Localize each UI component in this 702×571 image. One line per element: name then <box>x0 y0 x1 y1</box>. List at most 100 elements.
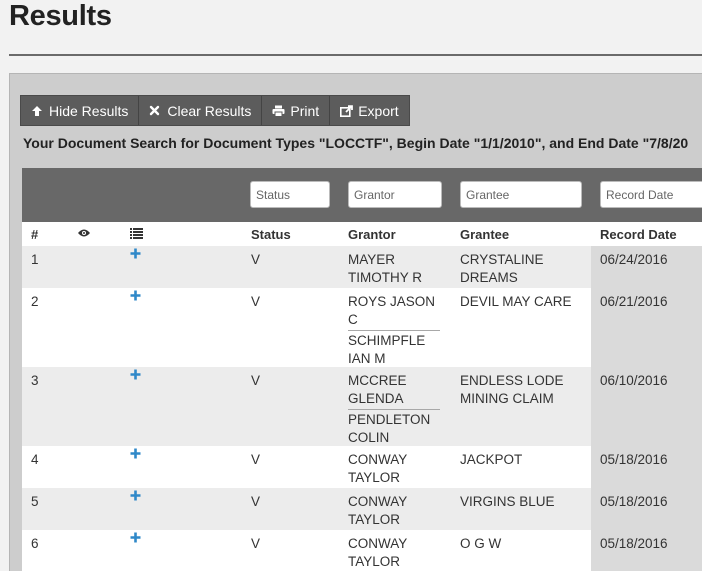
grantee-filter-input[interactable] <box>460 181 582 208</box>
grantor-entry: ROYS JASON C <box>348 293 440 329</box>
grantor-cell: MAYER TIMOTHY R <box>348 251 440 287</box>
record-date-cell-bg <box>591 488 702 530</box>
record-date-cell: 05/18/2016 <box>600 536 668 551</box>
grantor-cell: MCCREE GLENDA PENDLETON COLIN <box>348 372 440 447</box>
table-row[interactable]: 4 V CONWAY TAYLOR JACKPOT 05/18/2016 <box>22 446 702 488</box>
close-icon <box>149 105 162 116</box>
grantee-cell: O G W <box>460 535 580 553</box>
grantor-line: MAYER <box>348 252 396 267</box>
grantee-line: DREAMS <box>460 270 518 285</box>
grantee-cell: CRYSTALINE DREAMS <box>460 251 580 287</box>
grantor-line: SCHIMPFLE <box>348 333 426 348</box>
grantor-entry: CONWAY TAYLOR <box>348 451 440 487</box>
grantor-cell: CONWAY TAYLOR <box>348 451 440 487</box>
grantor-line: TAYLOR <box>348 512 401 527</box>
number-column-header: # <box>31 227 39 242</box>
record-date-cell-bg <box>591 446 702 488</box>
row-number: 6 <box>31 536 39 551</box>
grantor-line: C <box>348 312 358 327</box>
grantor-line: CONWAY <box>348 536 408 551</box>
table-row[interactable]: 2 V ROYS JASON C SCHIMPFLE IAN M D <box>22 288 702 367</box>
grantor-line: CONWAY <box>348 494 408 509</box>
grantee-line: ENDLESS LODE <box>460 373 564 388</box>
grantor-line: GLENDA <box>348 391 404 406</box>
hide-results-label: Hide Results <box>49 102 129 119</box>
title-divider <box>9 54 702 56</box>
export-button[interactable]: Export <box>330 96 409 125</box>
print-button[interactable]: Print <box>262 96 331 125</box>
grantor-line: PENDLETON <box>348 412 431 427</box>
eye-icon[interactable] <box>77 228 91 238</box>
grantee-cell: VIRGINS BLUE <box>460 493 580 511</box>
record-date-cell-bg <box>591 367 702 446</box>
row-number: 3 <box>31 373 39 388</box>
grantee-line: O G W <box>460 536 502 551</box>
record-date-cell: 06/24/2016 <box>600 252 668 267</box>
record-date-cell-bg <box>591 530 702 571</box>
status-cell: V <box>251 536 261 551</box>
row-number: 5 <box>31 494 39 509</box>
record-date-cell: 05/18/2016 <box>600 452 668 467</box>
record-date-cell-bg <box>591 246 702 288</box>
status-cell: V <box>251 494 261 509</box>
grantor-filter-input[interactable] <box>348 181 442 208</box>
results-panel: Hide Results Clear Results Print Export … <box>9 73 702 571</box>
clear-results-label: Clear Results <box>167 102 252 119</box>
plus-icon[interactable] <box>130 490 141 501</box>
record-date-column-header[interactable]: Record Date <box>600 227 677 242</box>
filter-bar <box>22 168 702 222</box>
results-rows: 1 V MAYER TIMOTHY R CRYSTALINE DREAMS 06… <box>22 246 702 571</box>
grantor-line: CONWAY <box>348 452 408 467</box>
grantee-cell: DEVIL MAY CARE <box>460 293 580 311</box>
hide-results-button[interactable]: Hide Results <box>21 96 140 125</box>
grantor-cell: CONWAY TAYLOR <box>348 493 440 529</box>
row-number: 4 <box>31 452 39 467</box>
export-icon <box>340 104 354 117</box>
status-column-header[interactable]: Status <box>251 227 291 242</box>
plus-icon[interactable] <box>130 248 141 259</box>
grantor-entry: CONWAY TAYLOR <box>348 493 440 529</box>
row-number: 2 <box>31 294 39 309</box>
page-title: Results <box>9 0 112 32</box>
grantee-line: MINING CLAIM <box>460 391 554 406</box>
print-label: Print <box>290 102 320 119</box>
grantee-cell: JACKPOT <box>460 451 580 469</box>
grantor-cell: CONWAY TAYLOR <box>348 535 440 571</box>
plus-icon[interactable] <box>130 532 141 543</box>
plus-icon[interactable] <box>130 369 141 380</box>
grantor-entry: MCCREE GLENDA <box>348 372 440 408</box>
record-date-filter-input[interactable] <box>600 181 702 208</box>
grantor-entry: PENDLETON COLIN <box>348 409 440 447</box>
grantor-line: ROYS JASON <box>348 294 436 309</box>
status-filter-input[interactable] <box>250 181 330 208</box>
grantee-line: JACKPOT <box>460 452 523 467</box>
table-row[interactable]: 5 V CONWAY TAYLOR VIRGINS BLUE 05/18/201… <box>22 488 702 530</box>
table-row[interactable]: 6 V CONWAY TAYLOR O G W 05/18/2016 <box>22 530 702 571</box>
grantee-line: CRYSTALINE <box>460 252 544 267</box>
grantor-line: TAYLOR <box>348 470 401 485</box>
table-row[interactable]: 3 V MCCREE GLENDA PENDLETON COLIN <box>22 367 702 446</box>
record-date-cell-bg <box>591 288 702 367</box>
grantee-line: DEVIL MAY CARE <box>460 294 572 309</box>
status-cell: V <box>251 373 261 388</box>
plus-icon[interactable] <box>130 290 141 301</box>
grantee-line: VIRGINS BLUE <box>460 494 555 509</box>
grantor-line: TAYLOR <box>348 554 401 569</box>
grantee-column-header[interactable]: Grantee <box>460 227 510 242</box>
table-header: # Status Grantor Grantee Record Date <box>22 222 702 247</box>
plus-icon[interactable] <box>130 448 141 459</box>
list-icon[interactable] <box>130 228 143 239</box>
record-date-cell: 06/10/2016 <box>600 373 668 388</box>
record-date-cell: 05/18/2016 <box>600 494 668 509</box>
grantee-cell: ENDLESS LODE MINING CLAIM <box>460 372 580 408</box>
grantor-entry: MAYER TIMOTHY R <box>348 251 440 287</box>
grantor-column-header[interactable]: Grantor <box>348 227 396 242</box>
record-date-cell: 06/21/2016 <box>600 294 668 309</box>
results-toolbar: Hide Results Clear Results Print Export <box>20 95 410 126</box>
status-cell: V <box>251 452 261 467</box>
table-row[interactable]: 1 V MAYER TIMOTHY R CRYSTALINE DREAMS 06… <box>22 246 702 288</box>
clear-results-button[interactable]: Clear Results <box>139 96 263 125</box>
export-label: Export <box>358 102 399 119</box>
grantor-line: COLIN <box>348 430 390 445</box>
grantor-entry: SCHIMPFLE IAN M <box>348 330 440 368</box>
